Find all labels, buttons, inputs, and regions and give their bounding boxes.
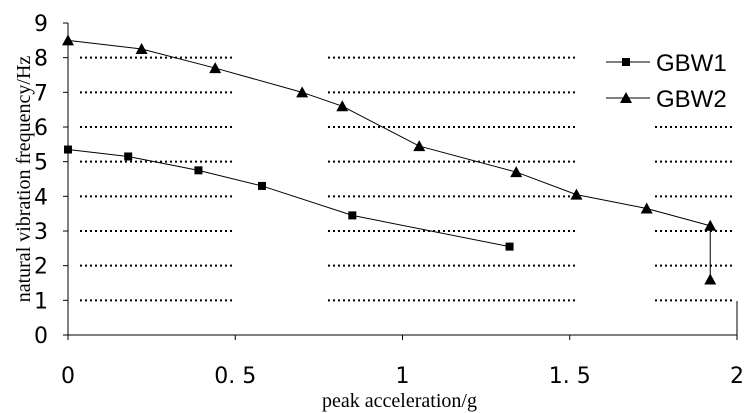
x-tick-label: 0 [61,364,75,389]
x-tick-label: 1 [396,364,410,389]
data-point [704,219,717,231]
data-point [336,100,349,112]
data-point [64,145,72,154]
data-point [570,188,583,200]
data-point [640,202,653,214]
y-axis-title: natural vibration frequency/Hz [13,56,35,303]
y-tick-label: 8 [34,47,48,72]
y-tick-label: 3 [34,220,48,245]
data-point [505,242,514,251]
data-point [704,273,717,285]
x-axis-title: peak acceleration/g [322,390,477,412]
data-point [296,86,309,98]
series-2 [62,34,717,285]
x-tick-label: 0. 5 [214,364,256,389]
data-point [62,34,74,46]
y-tick-label: 9 [34,12,48,37]
x-tick-labels: 0 0. 5 1 1. 5 2 [61,335,744,389]
data-point [348,211,357,220]
y-tick-labels: 0 1 2 3 4 5 6 7 8 9 [34,12,68,349]
x-tick-label: 2 [730,364,744,389]
data-point [194,166,203,175]
y-tick-label: 5 [34,151,48,176]
data-point [124,152,133,161]
y-tick-label: 0 [34,324,48,349]
series [62,34,717,285]
y-tick-label: 7 [34,81,48,106]
data-point [135,43,148,54]
y-tick-label: 4 [34,185,48,210]
data-point [510,166,523,178]
data-point [258,181,267,190]
grid [80,56,735,302]
data-point [413,140,426,152]
legend-label: GBW1 [656,50,727,77]
y-tick-label: 2 [34,255,48,280]
legend-marker [622,58,630,66]
legend-marker [620,92,632,103]
y-tick-label: 1 [34,289,48,314]
y-tick-label: 6 [34,116,48,141]
x-tick-label: 1. 5 [549,364,591,389]
series-1 [64,145,514,251]
legend-label: GBW2 [656,86,727,113]
series-line [67,149,510,248]
data-point [209,62,222,74]
legend: GBW1 GBW2 [606,50,727,113]
